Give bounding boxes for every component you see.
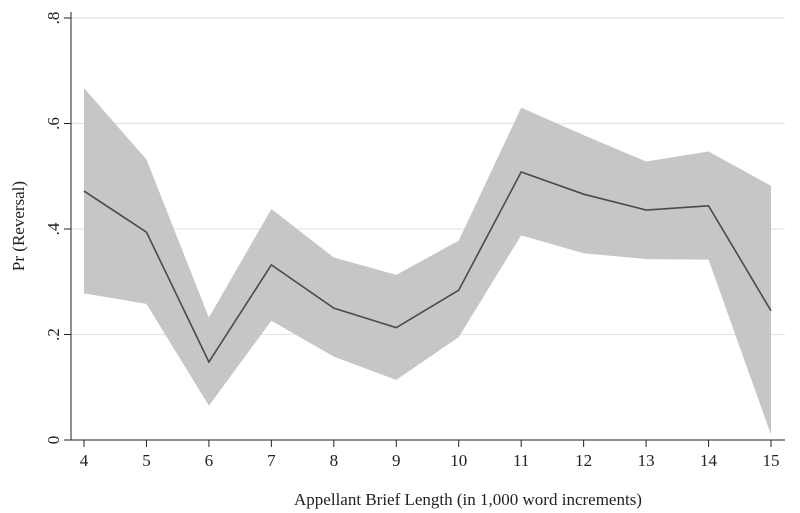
x-tick-label-7: 7 (267, 451, 276, 470)
x-tick-label-11: 11 (513, 451, 529, 470)
x-tick-label-4: 4 (80, 451, 89, 470)
x-axis-ticks: 4 5 6 7 8 9 10 11 12 13 14 15 (80, 440, 780, 470)
series-line (83, 171, 772, 364)
x-tick-label-10: 10 (450, 451, 467, 470)
x-tick-label-6: 6 (205, 451, 214, 470)
x-tick-label-12: 12 (575, 451, 592, 470)
y-tick-label-3: .6 (44, 117, 63, 130)
x-tick-label-8: 8 (330, 451, 339, 470)
x-tick-label-5: 5 (142, 451, 151, 470)
y-tick-label-2: .4 (44, 222, 63, 235)
axes (70, 12, 785, 441)
y-tick-label-4: .8 (44, 12, 63, 25)
x-tick-label-15: 15 (763, 451, 780, 470)
x-tick-label-13: 13 (638, 451, 655, 470)
x-tick-label-9: 9 (392, 451, 401, 470)
y-tick-label-0: 0 (44, 436, 63, 445)
y-tick-label-1: .2 (44, 328, 63, 341)
y-axis-title: Pr (Reversal) (9, 181, 28, 271)
x-tick-label-14: 14 (700, 451, 718, 470)
confidence-band (84, 88, 771, 435)
y-axis-ticks: 0 .2 .4 .6 .8 (44, 12, 71, 445)
x-axis-title: Appellant Brief Length (in 1,000 word in… (294, 490, 642, 509)
